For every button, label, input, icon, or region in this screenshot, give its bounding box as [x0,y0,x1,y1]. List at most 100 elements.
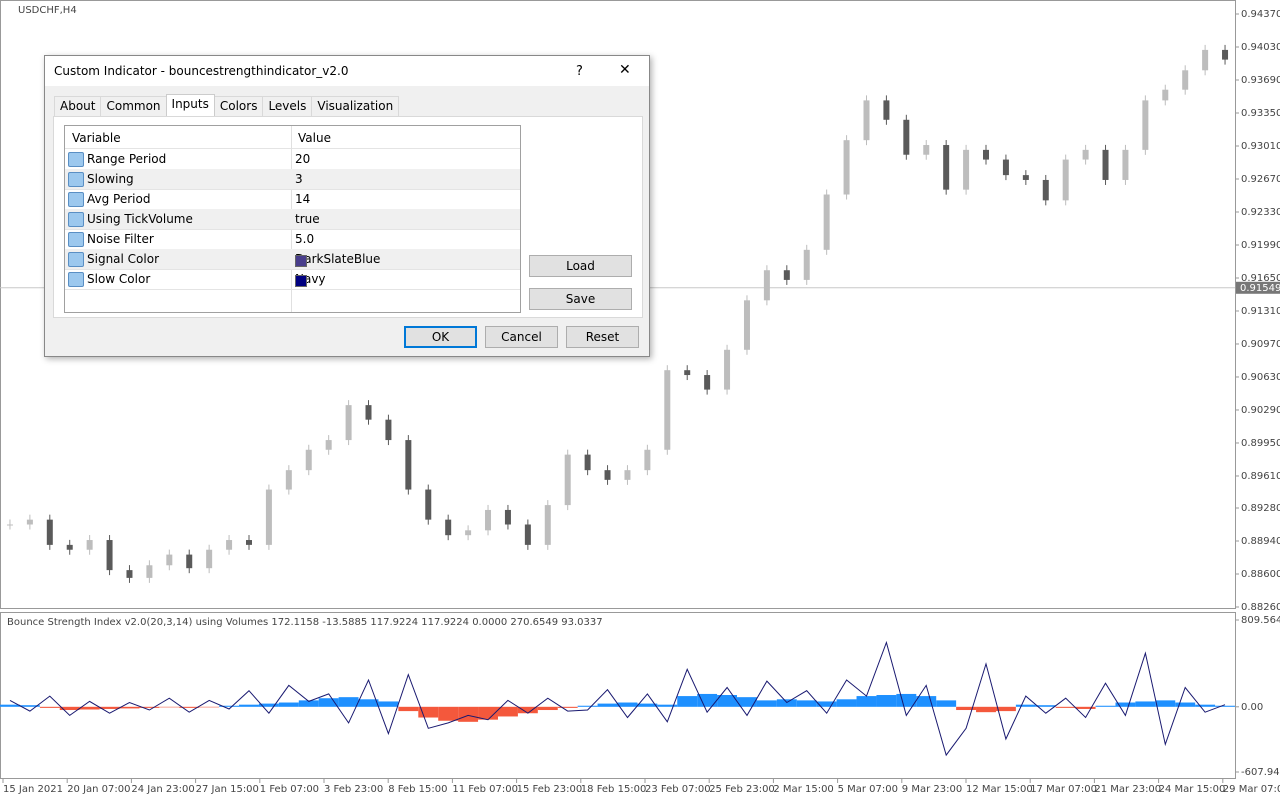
histogram-bar [1135,701,1156,707]
candle [883,100,890,120]
x-tick-label: 11 Feb 07:00 [452,784,518,795]
histogram-bar [1035,705,1056,707]
table-row: Avg Period 14 [65,189,520,210]
dialog-button[interactable]: OK [404,326,477,348]
tab[interactable]: Inputs [165,94,215,118]
tab-bar: About Common Inputs Colors Levels Visualizati… [54,94,400,118]
candle [245,540,252,545]
histogram-bar [1175,702,1196,707]
row-icon [68,212,84,227]
y-tick-label: 0.93350 [1241,108,1280,119]
histogram-bar [378,701,399,707]
histogram-bar [737,697,757,707]
value-text: true [295,212,320,226]
candle [345,405,352,441]
histogram-bar [756,700,777,707]
candle [445,519,452,536]
x-tick-label: 5 Mar 07:00 [838,784,898,795]
value-text: 3 [295,172,303,186]
candle [1082,149,1089,160]
histogram-bar [836,699,857,707]
y-tick-label: 0.89950 [1241,438,1280,449]
histogram-bar [976,706,996,713]
tab[interactable]: Visualization [311,96,400,117]
y-tick-label: -607.9444 [1241,767,1280,778]
tab-panel: Variable Value Range Period 20 Slowing 3 Avg… [53,116,643,318]
histogram-bar [1215,705,1235,707]
y-tick-label: 0.92670 [1241,174,1280,185]
histogram-bar [338,697,359,707]
current-price-label: 0.91549 [1240,283,1280,294]
variable-cell: Slowing [87,172,134,186]
histogram-bar [1015,704,1036,707]
candle [1182,70,1189,90]
help-button[interactable]: ? [576,64,583,79]
tab[interactable]: About [54,96,102,117]
value-cell: 14 [295,192,310,206]
y-tick-label: 0.93010 [1241,141,1280,152]
y-tick-label: 0.89610 [1241,471,1280,482]
candle [823,194,830,250]
candle [843,140,850,195]
candle [923,145,930,155]
x-tick-label: 20 Jan 07:00 [67,784,130,795]
candle [763,270,770,301]
x-tick-label: 18 Feb 15:00 [581,784,647,795]
candle [544,505,551,545]
histogram-bar [717,695,738,707]
y-tick-label: 0.00 [1241,702,1263,713]
y-tick-label: 0.88600 [1241,569,1280,580]
value-cell: 5.0 [295,232,314,246]
header-cell: Value [298,131,331,145]
table-header: Variable Value [65,126,520,312]
y-tick-label: 0.91990 [1241,240,1280,251]
histogram-bar [617,702,638,707]
candle [46,519,53,545]
dialog-button[interactable]: Reset [566,326,639,348]
candle [146,565,153,578]
histogram-bar [916,696,937,707]
row-icon [68,252,84,267]
candle [226,540,233,550]
close-button[interactable]: ✕ [619,62,631,78]
histogram-bar [79,706,100,710]
tab[interactable]: Common [100,96,167,117]
histogram-bar [856,696,877,707]
variable-cell: Avg Period [87,192,151,206]
histogram-bar [637,703,658,707]
candle [644,449,651,471]
value-cell: DarkSlateBlue [295,252,380,267]
table-row: Using TickVolume true [65,209,520,230]
histogram-bar [517,706,538,714]
variable-cell: Noise Filter [87,232,154,246]
tab[interactable]: Levels [262,96,313,117]
candle [664,370,671,450]
histogram-bar [219,705,240,707]
histogram-bar [278,702,299,707]
x-tick-label: 23 Feb 07:00 [645,784,711,795]
x-tick-label: 8 Feb 15:00 [388,784,447,795]
histogram-bar [1095,705,1116,707]
candle [1202,49,1209,71]
candle [1002,159,1009,176]
histogram-bar [199,706,220,708]
dialog-button[interactable]: Cancel [485,326,558,348]
side-button[interactable]: Load [529,255,632,277]
histogram-bar [537,706,558,711]
x-tick-label: 9 Mar 23:00 [902,784,962,795]
candle [186,554,193,569]
candle [206,549,213,569]
x-tick-label: 24 Jan 23:00 [131,784,194,795]
x-tick-label: 1 Feb 07:00 [260,784,319,795]
candle [166,554,173,566]
side-button[interactable]: Save [529,288,632,310]
histogram-bar [179,706,200,708]
x-tick-label: 3 Feb 23:00 [324,784,383,795]
inputs-table: Variable Value Range Period 20 Slowing 3 Avg… [64,125,521,313]
y-tick-label: 0.90630 [1241,372,1280,383]
table-row: Range Period 20 [65,149,520,170]
tab[interactable]: Colors [213,96,264,117]
indicator-dialog: Custom Indicator - bouncestrengthindicat… [44,55,650,357]
candle [1122,149,1129,180]
histogram-bar [995,706,1016,712]
